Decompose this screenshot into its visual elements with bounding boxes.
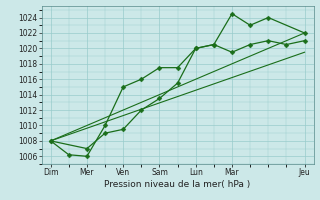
X-axis label: Pression niveau de la mer( hPa ): Pression niveau de la mer( hPa ) [104, 180, 251, 189]
